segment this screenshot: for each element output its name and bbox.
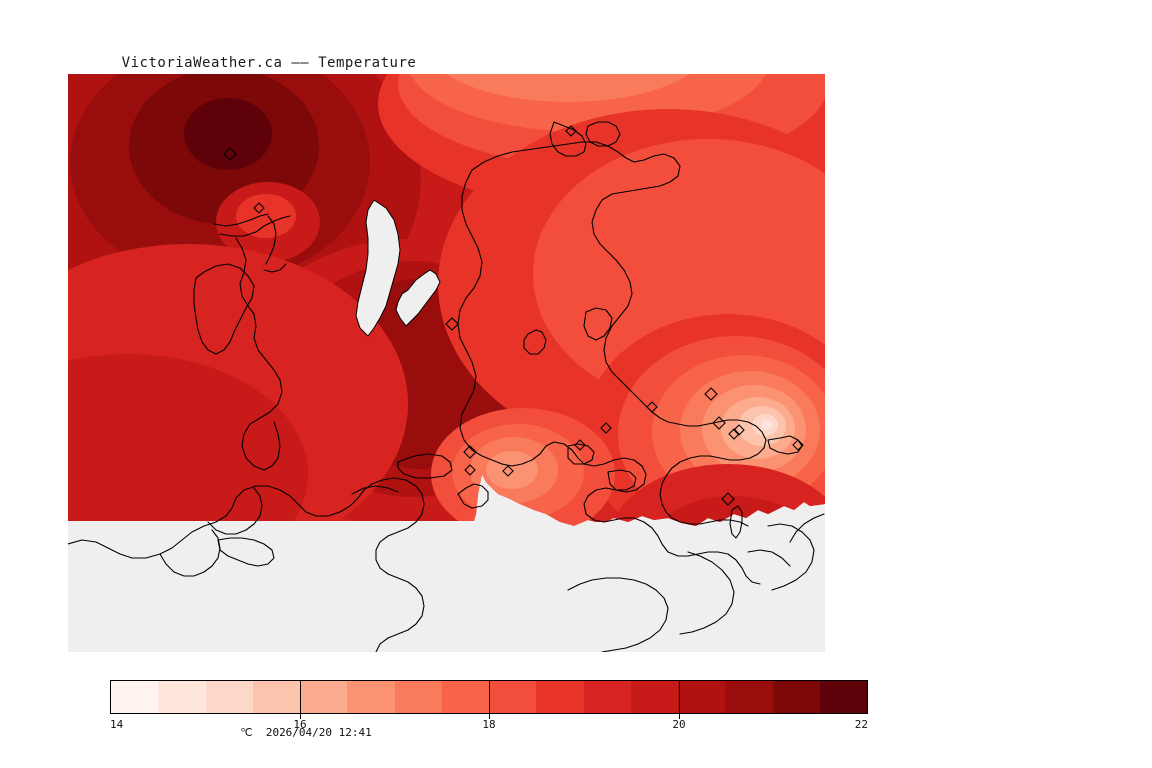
- station-marker[interactable]: [646, 401, 658, 413]
- colorbar-divider-16: [300, 680, 301, 714]
- coastline-ne-inlet: [585, 121, 621, 147]
- contour-band-19p5-se: [608, 464, 825, 526]
- colorbar-tick-label-22: 22: [854, 718, 868, 731]
- coastline-se-lower-b: [679, 551, 735, 635]
- colorbar-swatch-13: [725, 681, 773, 713]
- coastline-nw-inlet-a: [213, 213, 269, 227]
- colorbar-tick-label-20: 20: [672, 718, 686, 731]
- colorbar-tick-label-14: 14: [110, 718, 124, 731]
- colorbar-swatch-4: [300, 681, 348, 713]
- coastline-strait-island: [397, 453, 453, 479]
- colorbar-tick-18: [489, 714, 490, 719]
- coastline-se-peninsula: [501, 441, 761, 585]
- map-plot-area[interactable]: [68, 74, 825, 652]
- colorbar-swatch-10: [583, 681, 631, 713]
- coastline-south-island: [217, 537, 275, 567]
- temperature-contour-map: [68, 74, 825, 652]
- coastline-se-lower-c: [767, 523, 815, 591]
- coastline-se-lower: [567, 577, 669, 652]
- colorbar-ticks: 14 16 18 20 22: [110, 714, 868, 736]
- contour-fill-group: [68, 74, 825, 526]
- colorbar-swatch-6: [394, 681, 442, 713]
- colorbar-caption: ℃ 2026/04/20 12:41: [240, 726, 372, 739]
- colorbar-tick-label-16: 16: [293, 718, 307, 731]
- colorbar-swatch-12: [678, 681, 726, 713]
- colorbar-swatch-9: [536, 681, 584, 713]
- coastline-nw-spur: [263, 263, 287, 273]
- coastline-se-lower-d: [747, 549, 791, 567]
- coastline-small-island-a: [523, 329, 547, 355]
- station-marker[interactable]: [253, 202, 265, 214]
- coastline-ne-mainland: [471, 141, 767, 527]
- coastline-south-inlet-b: [207, 487, 263, 535]
- coast-gap-nodata: [355, 199, 401, 337]
- colorbar-swatch-3: [252, 681, 300, 713]
- station-marker[interactable]: [223, 147, 237, 161]
- page-title: VictoriaWeather.ca —— Temperature: [121, 55, 417, 71]
- coastline-se-hook: [729, 505, 743, 539]
- contour-band-22p0-nw: [184, 98, 272, 170]
- colorbar-divider-20: [679, 680, 680, 714]
- colorbar-tick-20: [679, 714, 680, 719]
- coastline-south-edge-a: [351, 485, 399, 495]
- station-marker[interactable]: [502, 465, 514, 477]
- colorbar-tick-16: [300, 714, 301, 719]
- contour-band-15p0-cool: [761, 420, 773, 430]
- colorbar-swatch-2: [205, 681, 253, 713]
- colorbar-swatch-8: [489, 681, 537, 713]
- station-marker-group[interactable]: [223, 125, 804, 506]
- station-marker[interactable]: [728, 428, 740, 440]
- land-nodata-group: [355, 199, 441, 337]
- colorbar-divider-18: [489, 680, 490, 714]
- coastline-small-island-b: [583, 307, 613, 341]
- colorbar-swatch-0: [111, 681, 159, 713]
- station-marker[interactable]: [712, 416, 726, 430]
- coastline-nw-channel: [265, 215, 277, 265]
- colorbar-swatch-11: [630, 681, 678, 713]
- island-central-nodata: [395, 269, 441, 327]
- contour-band-local-warm-core: [236, 194, 296, 238]
- coastline-ne-westside: [457, 169, 503, 465]
- colorbar-swatch-1: [158, 681, 206, 713]
- colorbar[interactable]: 14 16 18 20 22: [110, 680, 868, 731]
- coastline-ne-bay: [549, 121, 587, 157]
- station-marker[interactable]: [463, 445, 477, 459]
- colorbar-tick-label-18: 18: [482, 718, 496, 731]
- coastline-east-spit: [767, 435, 803, 455]
- colorbar-swatch-15: [819, 681, 867, 713]
- station-marker[interactable]: [565, 125, 577, 137]
- station-marker[interactable]: [574, 439, 586, 451]
- coastline-se-island-b: [607, 469, 637, 491]
- coastline-nw-peninsula: [235, 237, 283, 471]
- station-marker[interactable]: [445, 317, 459, 331]
- coastline-se-island-a: [567, 443, 595, 465]
- colorbar-swatch-5: [347, 681, 395, 713]
- station-marker[interactable]: [464, 464, 476, 476]
- contour-band-20p0-sw: [68, 354, 308, 526]
- colorbar-swatch-14: [772, 681, 820, 713]
- coastline-se-lower-e: [789, 513, 825, 543]
- station-marker[interactable]: [721, 492, 735, 506]
- coastline-nw-island: [193, 263, 255, 355]
- coastline-group: [68, 121, 825, 652]
- station-marker[interactable]: [733, 424, 745, 436]
- station-marker[interactable]: [704, 387, 718, 401]
- station-marker[interactable]: [600, 422, 612, 434]
- coastline-nw-inlet-b: [219, 215, 291, 237]
- colorbar-swatch-7: [441, 681, 489, 713]
- coastline-south-lagoon: [457, 483, 489, 509]
- station-marker[interactable]: [792, 439, 804, 451]
- contour-band-18p0-ne: [408, 74, 768, 132]
